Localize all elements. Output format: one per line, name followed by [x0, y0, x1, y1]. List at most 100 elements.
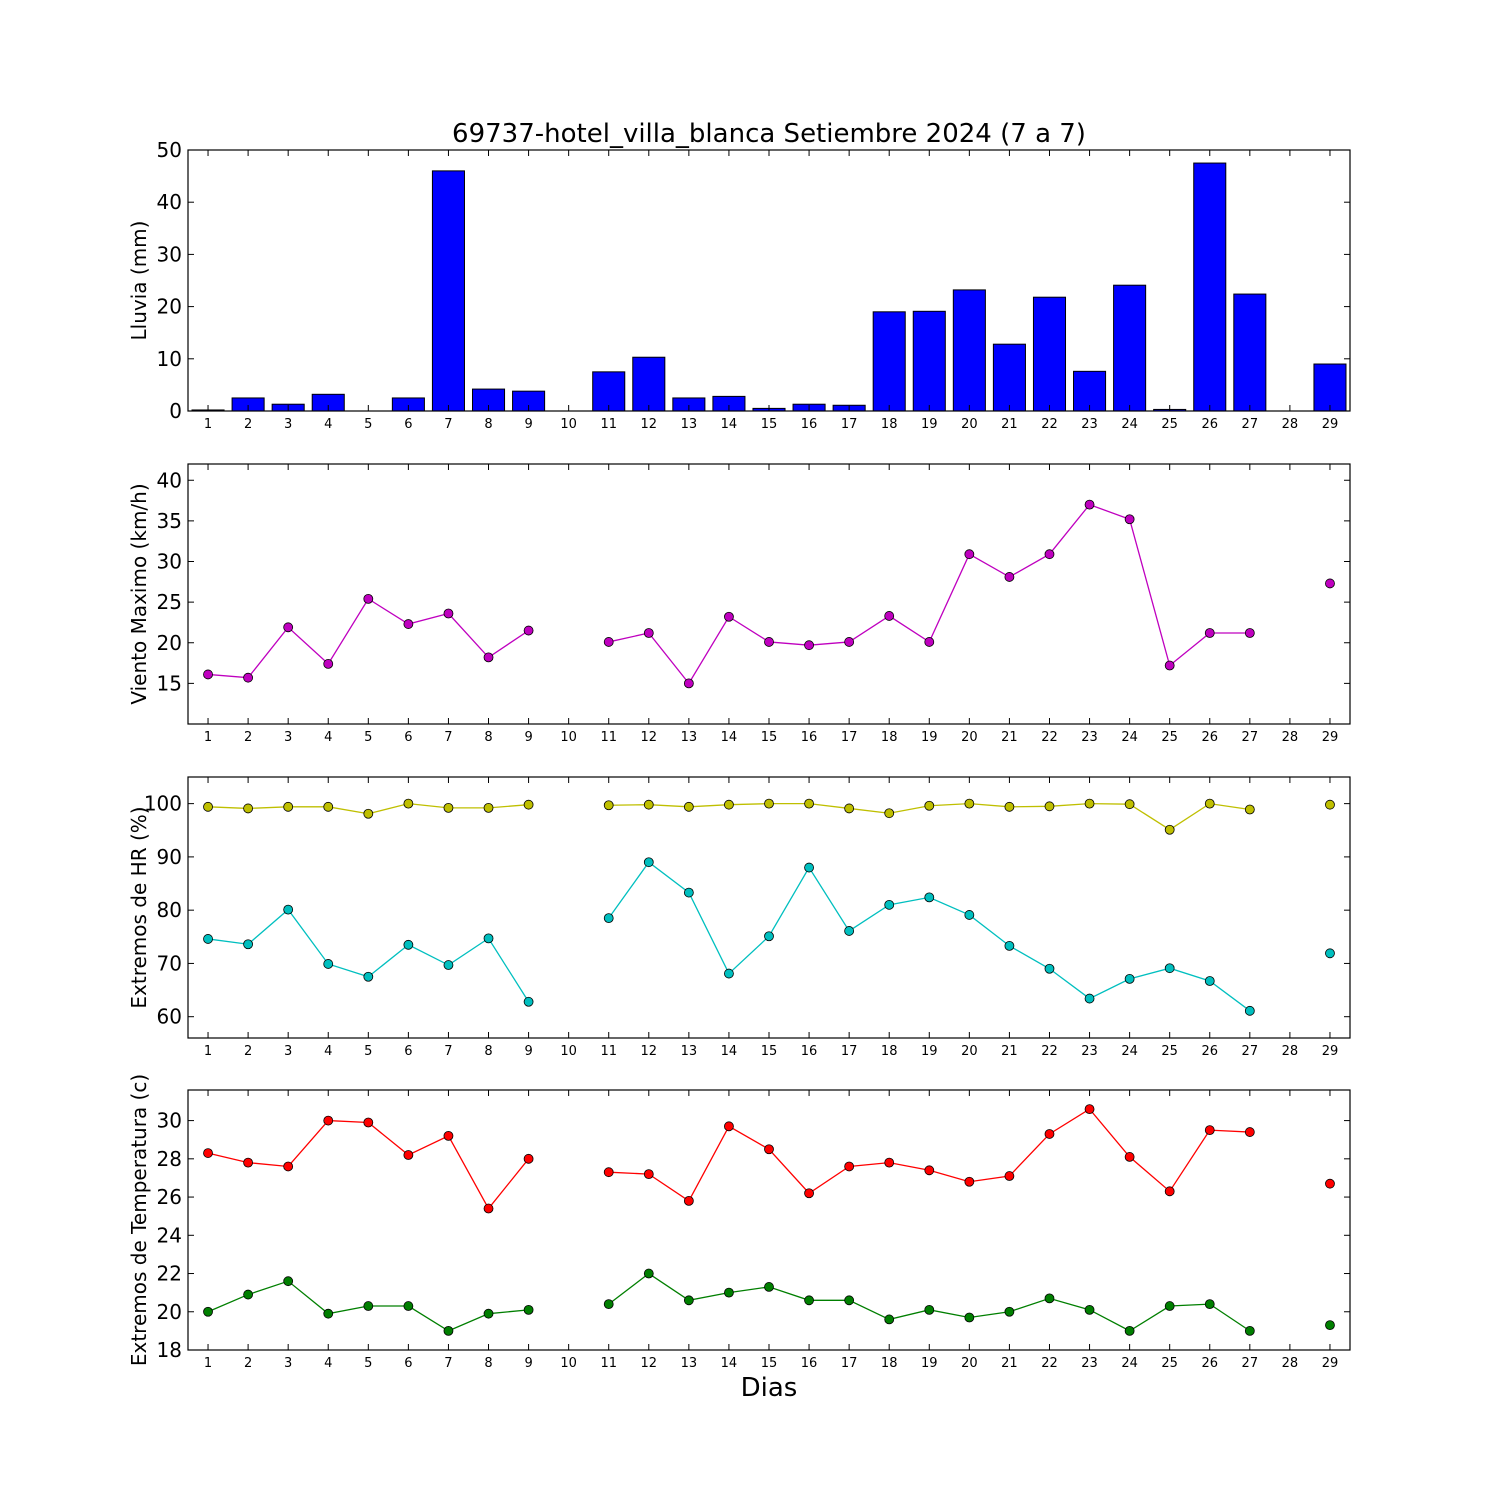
x-tick-label: 19 [921, 1044, 938, 1059]
data-point [724, 1121, 734, 1132]
y-tick-label: 18 [157, 1338, 182, 1362]
data-point [884, 611, 895, 621]
data-point [523, 996, 534, 1007]
data-point [1204, 798, 1215, 809]
rain-bar [872, 311, 906, 412]
data-point [403, 798, 414, 809]
data-point [323, 959, 334, 969]
x-tick-label: 24 [1121, 730, 1138, 745]
x-tick-label: 12 [641, 1356, 658, 1371]
x-tick-label: 29 [1322, 417, 1339, 432]
y-tick-label: 10 [157, 347, 182, 371]
data-point [323, 1115, 334, 1126]
x-tick-label: 9 [524, 730, 532, 745]
x-tick-label: 13 [681, 417, 698, 432]
x-tick-label: 6 [404, 417, 412, 432]
x-tick-label: 17 [841, 730, 858, 745]
data-point [363, 1301, 374, 1311]
data-point [964, 1176, 975, 1187]
data-point [403, 939, 414, 950]
data-point [363, 593, 374, 604]
data-point [203, 1148, 213, 1158]
data-point [1325, 1320, 1335, 1331]
data-point [964, 910, 975, 920]
data-point [1164, 660, 1175, 671]
y-tick-label: 30 [157, 550, 182, 574]
x-tick-label: 26 [1201, 1356, 1218, 1371]
x-tick-label: 7 [444, 730, 452, 745]
data-point [764, 1282, 774, 1292]
x-tick-label: 24 [1121, 417, 1138, 432]
x-tick-label: 25 [1161, 417, 1178, 432]
rain-bar [1233, 293, 1267, 412]
data-point [884, 1157, 895, 1168]
data-point [1124, 1325, 1135, 1336]
x-tick-label: 2 [244, 730, 252, 745]
x-tick-label: 5 [364, 730, 372, 745]
data-point [1084, 499, 1095, 510]
y-tick-label: 35 [157, 509, 182, 533]
x-tick-label: 20 [961, 1356, 978, 1371]
data-point [724, 1287, 734, 1298]
x-tick-label: 20 [961, 417, 978, 432]
data-point [683, 1295, 694, 1306]
data-point [1164, 963, 1175, 974]
x-tick-label: 14 [721, 1356, 738, 1371]
y-tick-label: 28 [157, 1147, 182, 1171]
data-point [243, 803, 254, 814]
data-point [1124, 1152, 1135, 1162]
rain-bar [1193, 162, 1227, 412]
y-axis-label: Viento Maximo (km/h) [127, 483, 151, 704]
data-point [924, 1304, 935, 1315]
data-point [523, 1153, 534, 1164]
x-tick-label: 17 [841, 417, 858, 432]
data-point [683, 801, 694, 812]
x-tick-label: 14 [721, 417, 738, 432]
data-point [1244, 1005, 1255, 1016]
data-point [323, 1308, 334, 1319]
y-tick-label: 15 [157, 671, 182, 695]
data-point [643, 1268, 654, 1279]
x-tick-label: 19 [921, 1356, 938, 1371]
data-point [844, 926, 855, 936]
y-tick-label: 20 [157, 1300, 182, 1324]
data-point [1004, 1306, 1015, 1317]
x-tick-label: 10 [560, 417, 577, 432]
y-axis-label: Extremos de Temperatura (c) [127, 1074, 151, 1366]
x-tick-label: 28 [1282, 417, 1299, 432]
data-point [283, 622, 294, 633]
x-tick-label: 18 [881, 1356, 898, 1371]
data-point [683, 887, 694, 898]
data-point [203, 934, 213, 944]
x-tick-label: 15 [761, 1044, 778, 1059]
data-point [643, 1169, 654, 1180]
data-point [1244, 804, 1255, 815]
data-point [1325, 799, 1335, 810]
x-tick-label: 13 [681, 1356, 698, 1371]
x-tick-label: 26 [1201, 1044, 1218, 1059]
data-point [1044, 963, 1055, 974]
y-tick-label: 40 [157, 190, 182, 214]
x-tick-label: 19 [921, 417, 938, 432]
x-tick-label: 24 [1121, 1356, 1138, 1371]
x-tick-label: 29 [1322, 1356, 1339, 1371]
y-tick-label: 50 [157, 138, 182, 162]
data-point [243, 672, 254, 683]
x-tick-label: 20 [961, 1044, 978, 1059]
data-point [924, 800, 935, 811]
data-point [924, 892, 935, 903]
data-point [603, 637, 614, 647]
x-tick-label: 22 [1041, 730, 1058, 745]
x-tick-label: 27 [1242, 730, 1259, 745]
data-point [403, 619, 414, 629]
data-point [1204, 1125, 1215, 1136]
x-tick-label: 2 [244, 1044, 252, 1059]
rain-bar [912, 310, 946, 412]
x-tick-label: 11 [600, 1044, 617, 1059]
data-point [523, 625, 534, 636]
x-tick-label: 15 [761, 1356, 778, 1371]
x-tick-label: 9 [524, 1356, 532, 1371]
data-point [203, 801, 213, 812]
rain-bar [592, 371, 626, 412]
